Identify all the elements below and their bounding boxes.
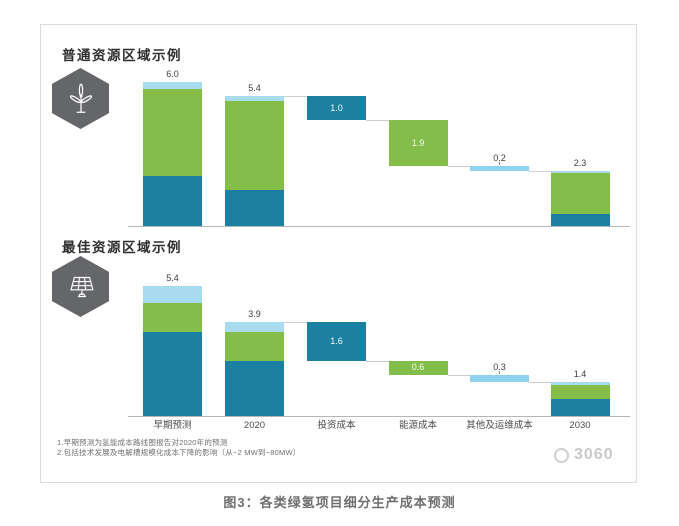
- x-axis-label: 能源成本: [398, 420, 437, 431]
- bar-segment-other: [550, 170, 610, 174]
- waterfall-drop-investment: 1.0: [307, 96, 366, 121]
- drop-value-label: 0.3: [493, 362, 506, 373]
- wind-turbine-icon: [69, 83, 92, 113]
- bar-value-label: 6.0: [166, 69, 179, 79]
- bar-segment-investment: [143, 332, 202, 416]
- connector-line: [366, 120, 389, 122]
- bar-segment-other: [225, 322, 284, 332]
- drop-value-label: 0.2: [493, 153, 506, 163]
- connector-line: [529, 382, 551, 384]
- drop-value-label: 1.6: [330, 336, 343, 347]
- x-axis-label: 2030: [569, 420, 591, 431]
- solar-panel-icon: [69, 276, 94, 297]
- connector-line: [284, 322, 307, 324]
- x-axis-label: 其他及运维成本: [466, 420, 533, 431]
- bar-segment-other: [225, 96, 284, 102]
- footnote-2: 2.包括技术发展及电解槽规模化成本下降的影响（从~2 MW到~80MW）: [57, 448, 301, 457]
- bar-segment-investment: [225, 360, 284, 416]
- bar-segment-other: [143, 82, 202, 90]
- bar-segment-energy: [143, 303, 202, 332]
- waterfall-drop-energy: 1.9: [388, 120, 448, 166]
- bar-segment-investment: [225, 190, 284, 226]
- bar-segment-energy: [225, 101, 284, 190]
- bar-value-label: 5.4: [248, 83, 261, 94]
- drop-value-label: 0.6: [411, 362, 425, 373]
- bar-segment-energy: [225, 332, 284, 361]
- x-axis-label: 投资成本: [317, 420, 356, 431]
- bar-segment-energy: [550, 173, 610, 214]
- bar-value-label: 3.9: [248, 309, 261, 320]
- x-axis-label: 早期预测: [153, 420, 192, 431]
- logo-3060: 3060: [554, 446, 614, 464]
- waterfall-drop-investment: 1.6: [307, 322, 366, 361]
- connector-line: [284, 96, 307, 98]
- bar-segment-other: [143, 286, 202, 304]
- connector-line: [366, 360, 389, 362]
- label-tick: [499, 162, 500, 165]
- bar-segment-energy: [143, 89, 202, 176]
- waterfall-drop-energy: 0.6: [388, 360, 448, 376]
- bar-value-label: 2.3: [573, 157, 587, 168]
- bar-value-label: 1.4: [573, 369, 587, 380]
- footnote-1: 1.早期预测为氢能成本路线图报告对2020年的预测: [57, 438, 228, 447]
- bar-segment-other: [550, 382, 610, 385]
- connector-line: [447, 375, 470, 377]
- drop-value-label: 1.0: [330, 102, 343, 113]
- bar-segment-investment: [550, 214, 610, 226]
- bar-segment-investment: [550, 399, 610, 416]
- drop-value-label: 1.9: [411, 137, 425, 148]
- bar-segment-investment: [143, 175, 202, 226]
- section-title-ordinary-resource: 普通资源区域示例: [62, 48, 182, 63]
- x-axis-line: [128, 416, 630, 417]
- section-title-best-resource: 最佳资源区域示例: [62, 240, 182, 255]
- label-tick: [499, 371, 500, 375]
- waterfall-drop-other: [470, 166, 529, 171]
- bar-value-label: 5.4: [166, 273, 179, 284]
- x-axis-label: 2020: [243, 420, 266, 431]
- logo-circle-icon: [554, 447, 569, 463]
- connector-line: [447, 166, 470, 167]
- logo-text: 3060: [574, 446, 614, 463]
- figure-caption: 图3：各类绿氢项目细分生产成本预测: [223, 495, 456, 510]
- waterfall-drop-other: [470, 375, 529, 383]
- x-axis-line: [128, 226, 630, 227]
- connector-line: [529, 170, 551, 172]
- bar-segment-energy: [550, 384, 610, 400]
